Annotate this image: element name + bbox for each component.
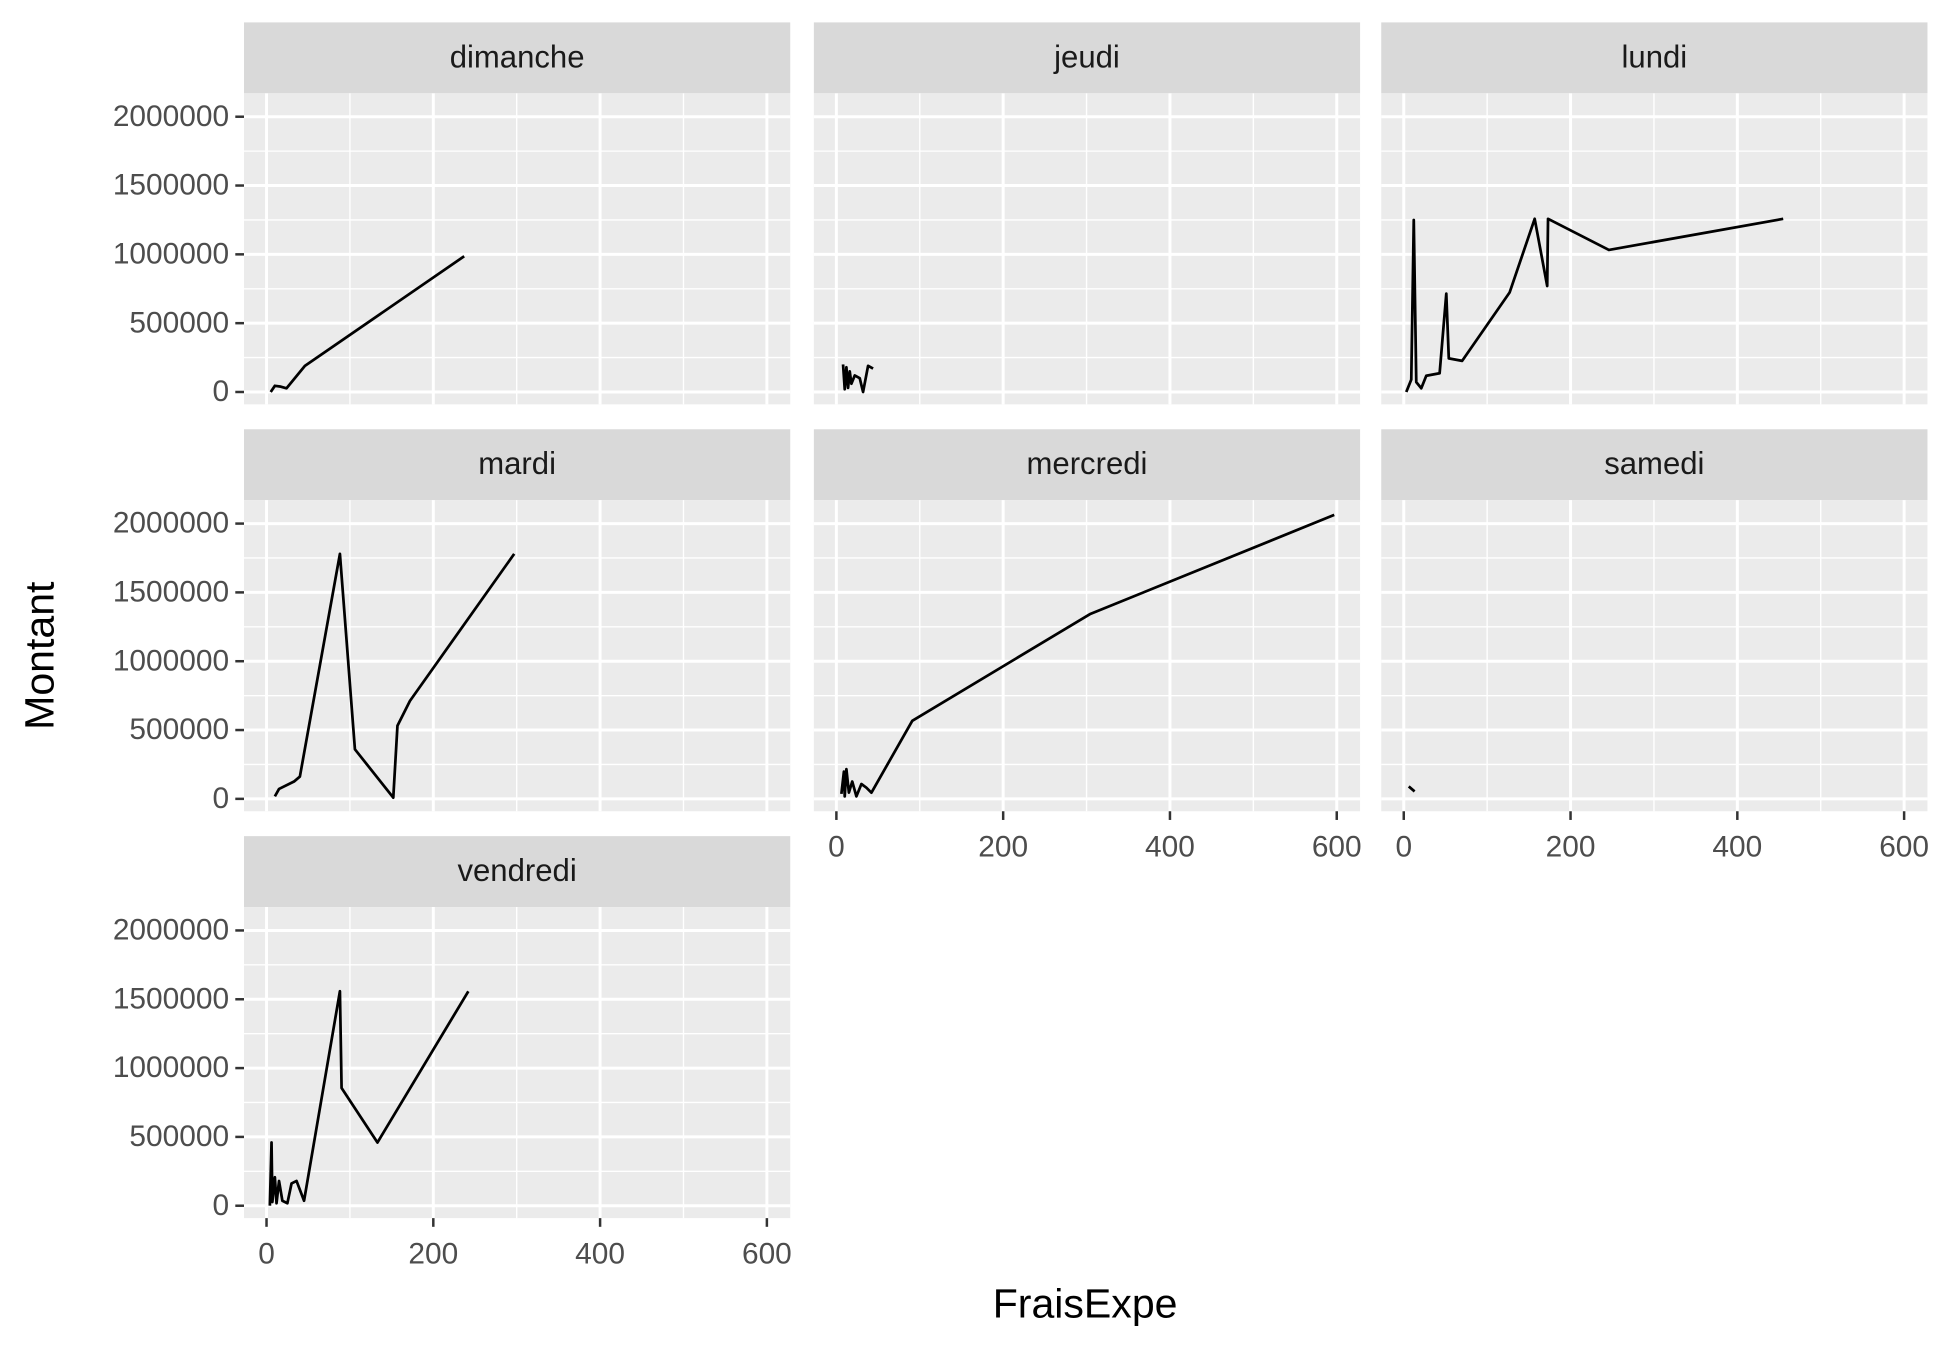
- x-tick-label: 0: [258, 1237, 275, 1270]
- x-tick-label: 600: [742, 1237, 792, 1270]
- strip: [244, 429, 791, 501]
- x-tick-label: 200: [408, 1237, 458, 1270]
- x-tick-label: 200: [978, 830, 1028, 863]
- strip: [1381, 429, 1928, 501]
- y-tick-label: 1000000: [113, 237, 229, 270]
- strip: [813, 22, 1361, 94]
- strip: [813, 429, 1361, 501]
- y-tick-label: 1500000: [113, 169, 229, 202]
- data-line: [1404, 217, 1784, 393]
- y-tick-label: 2000000: [113, 100, 229, 133]
- x-tick-label: 0: [828, 830, 845, 863]
- y-tick-label: 500000: [129, 713, 229, 746]
- strip: [244, 22, 791, 94]
- y-tick-label: 500000: [129, 306, 229, 339]
- y-tick-label: 0: [212, 375, 229, 408]
- x-tick-label: 400: [1145, 830, 1195, 863]
- strip: [244, 836, 791, 908]
- y-tick-label: 1500000: [113, 576, 229, 609]
- data-line: [841, 364, 874, 394]
- strip-label: jeudi: [1053, 39, 1120, 74]
- y-tick-label: 1500000: [113, 982, 229, 1015]
- x-tick-label: 600: [1312, 830, 1362, 863]
- x-tick-label: 0: [1395, 830, 1412, 863]
- x-tick-label: 400: [575, 1237, 625, 1270]
- y-tick-label: 1000000: [113, 1051, 229, 1084]
- strip-label: vendredi: [457, 853, 576, 888]
- y-tick-label: 500000: [129, 1120, 229, 1153]
- strip-label: dimanche: [450, 39, 585, 74]
- x-axis-title: FraisExpe: [993, 1280, 1178, 1326]
- x-tick-label: 200: [1546, 830, 1596, 863]
- strip-label: lundi: [1622, 39, 1688, 74]
- strip-label: samedi: [1604, 446, 1704, 481]
- y-tick-label: 0: [212, 1189, 229, 1222]
- strip-label: mercredi: [1027, 446, 1148, 481]
- data-line: [1407, 785, 1416, 793]
- strip: [1381, 22, 1928, 94]
- y-tick-label: 2000000: [113, 507, 229, 540]
- data-line: [840, 513, 1335, 798]
- strip-label: mardi: [478, 446, 556, 481]
- y-tick-label: 1000000: [113, 644, 229, 677]
- x-tick-label: 400: [1712, 830, 1762, 863]
- data-line: [273, 552, 516, 799]
- x-tick-label: 600: [1879, 830, 1929, 863]
- y-axis-title: Montant: [16, 581, 62, 730]
- y-tick-label: 0: [212, 782, 229, 815]
- data-line: [268, 989, 470, 1206]
- data-line: [269, 255, 465, 393]
- y-tick-label: 2000000: [113, 914, 229, 947]
